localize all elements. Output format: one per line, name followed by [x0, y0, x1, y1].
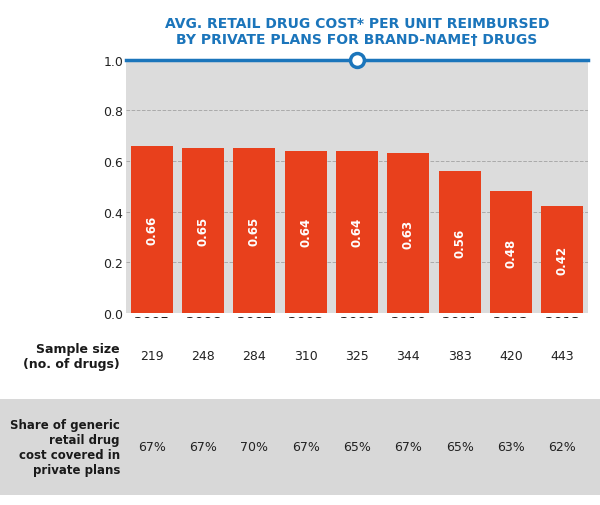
Text: 0.56: 0.56	[453, 228, 466, 257]
Text: 0.66: 0.66	[145, 215, 158, 244]
Text: 62%: 62%	[548, 440, 576, 453]
Bar	[233, 149, 275, 313]
Text: 0.48: 0.48	[505, 238, 517, 267]
Bar	[131, 146, 173, 313]
Bar	[387, 154, 430, 313]
Text: 0.64: 0.64	[350, 218, 364, 247]
Text: 219: 219	[140, 349, 163, 363]
Text: 70%: 70%	[241, 440, 268, 453]
Text: Sample size
(no. of drugs): Sample size (no. of drugs)	[23, 342, 120, 370]
Text: Share of generic
retail drug
cost covered in
private plans: Share of generic retail drug cost covere…	[10, 418, 120, 476]
Text: 0.64: 0.64	[299, 218, 312, 247]
Text: 67%: 67%	[394, 440, 422, 453]
Bar	[439, 172, 481, 313]
Text: 65%: 65%	[343, 440, 371, 453]
Text: 65%: 65%	[446, 440, 473, 453]
Title: AVG. RETAIL DRUG COST* PER UNIT REIMBURSED
BY PRIVATE PLANS FOR BRAND-NAME† DRUG: AVG. RETAIL DRUG COST* PER UNIT REIMBURS…	[165, 17, 549, 47]
Text: 284: 284	[242, 349, 266, 363]
Text: 67%: 67%	[138, 440, 166, 453]
Text: 67%: 67%	[292, 440, 320, 453]
Text: 325: 325	[345, 349, 369, 363]
Text: 63%: 63%	[497, 440, 525, 453]
Text: 0.63: 0.63	[402, 219, 415, 248]
Text: 0.65: 0.65	[197, 217, 209, 245]
Bar	[336, 152, 378, 313]
Bar	[490, 192, 532, 313]
Bar	[541, 207, 583, 313]
Text: 0.65: 0.65	[248, 217, 261, 245]
Text: 0.42: 0.42	[556, 245, 569, 275]
Text: 344: 344	[397, 349, 420, 363]
Text: 67%: 67%	[189, 440, 217, 453]
Text: 248: 248	[191, 349, 215, 363]
Text: 443: 443	[551, 349, 574, 363]
Text: 383: 383	[448, 349, 472, 363]
Bar	[284, 152, 327, 313]
Text: 420: 420	[499, 349, 523, 363]
Text: 310: 310	[294, 349, 317, 363]
Bar	[182, 149, 224, 313]
